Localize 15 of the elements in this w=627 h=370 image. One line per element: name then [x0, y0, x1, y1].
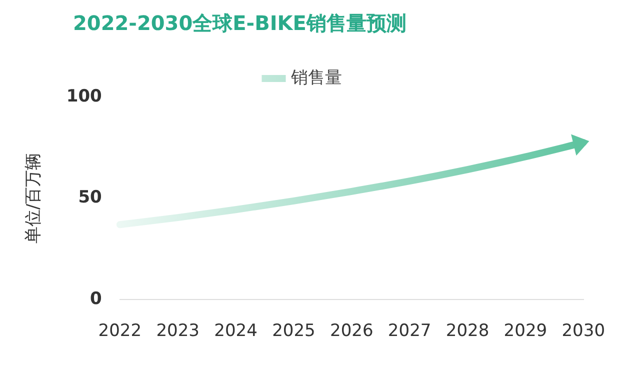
x-tick-label: 2026 — [330, 321, 374, 342]
y-tick-label: 50 — [78, 188, 102, 208]
x-tick-label: 2022 — [98, 321, 142, 342]
x-tick-label: 2025 — [272, 321, 316, 342]
legend-label: 销售量 — [290, 68, 342, 88]
y-axis-title: 单位/百万辆 — [24, 152, 44, 244]
x-tick-label: 2024 — [214, 321, 258, 342]
chart-title: 2022-2030全球E-BIKE销售量预测 — [73, 10, 406, 37]
x-tick-label: 2023 — [156, 321, 200, 342]
y-tick-label: 0 — [90, 289, 102, 310]
x-tick-label: 2030 — [562, 321, 605, 342]
x-tick-label: 2028 — [446, 321, 490, 342]
x-tick-label: 2029 — [504, 321, 548, 342]
y-tick-label: 100 — [66, 86, 102, 106]
x-tick-label: 2027 — [388, 321, 432, 342]
